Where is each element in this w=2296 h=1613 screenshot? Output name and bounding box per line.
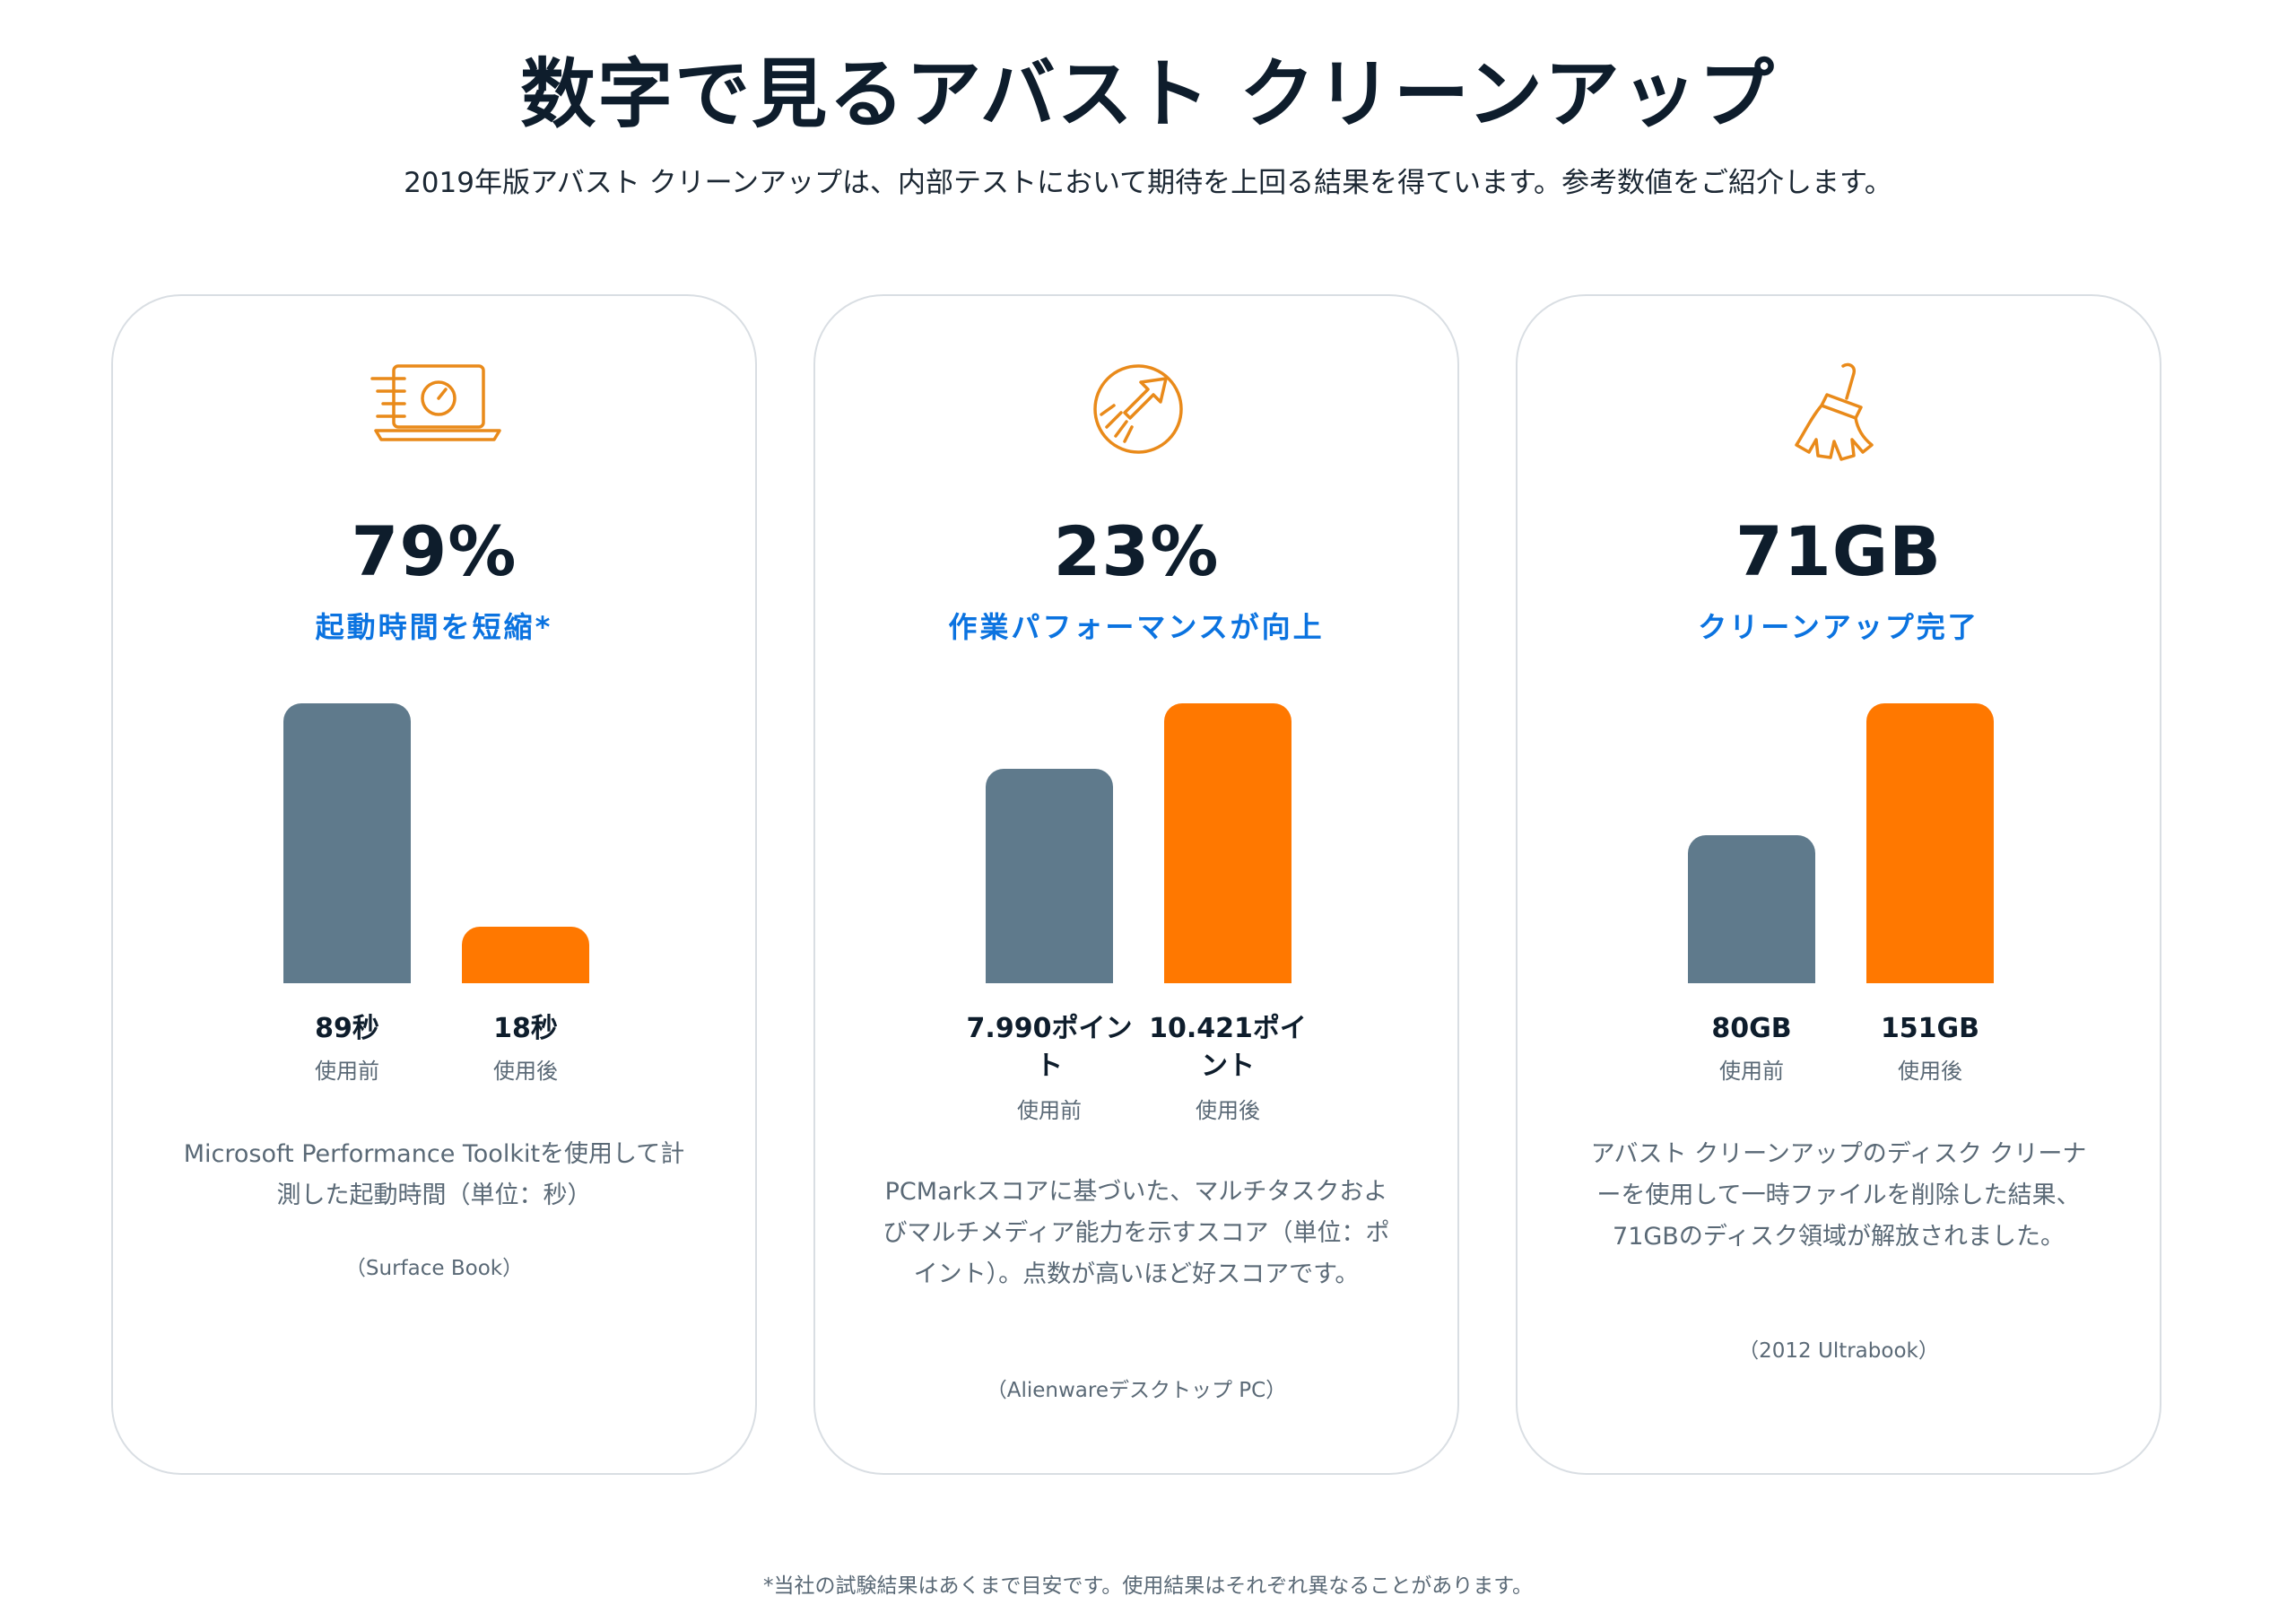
- broom-icon: [1518, 359, 2163, 475]
- test-device: （Surface Book）: [344, 1257, 524, 1280]
- after-caption: 使用後: [1898, 1059, 1962, 1084]
- bar-before: [1688, 835, 1815, 983]
- laptop-speedometer-icon: [113, 359, 759, 475]
- page-subtitle: 2019年版アバスト クリーンアップは、内部テストにおいて期待を上回る結果を得て…: [404, 167, 1892, 199]
- stat-value: 71GB: [1735, 511, 1943, 591]
- card-description: アバスト クリーンアップのディスク クリーナーを使用して一時ファイルを削除した結…: [1590, 1140, 2087, 1251]
- stat-label: クリーンアップ完了: [1698, 610, 1979, 644]
- stat-card-startup: 79% 起動時間を短縮* 89秒 18秒 使用前 使用後 Microsoft P…: [111, 294, 757, 1475]
- before-caption: 使用前: [315, 1059, 379, 1084]
- bar-before: [283, 703, 411, 983]
- after-value: 10.421ポイント: [1149, 1013, 1307, 1082]
- card-description: PCMarkスコアに基づいた、マルチタスクおよびマルチメディア能力を示すスコア（…: [883, 1178, 1390, 1288]
- before-caption: 使用前: [1719, 1059, 1784, 1084]
- before-value: 80GB: [1711, 1013, 1792, 1044]
- stat-label: 作業パフォーマンスが向上: [948, 610, 1325, 644]
- before-value: 7.990ポイント: [966, 1013, 1133, 1082]
- stat-label: 起動時間を短縮*: [315, 610, 553, 644]
- bar-after: [1866, 703, 1994, 983]
- bar-after: [462, 927, 589, 983]
- bar-chart-cleanup: [1518, 296, 2160, 1462]
- after-value: 18秒: [493, 1013, 558, 1044]
- stat-card-cleanup: 71GB クリーンアップ完了 80GB 151GB 使用前 使用後 アバスト ク…: [1516, 294, 2161, 1475]
- bar-chart-startup: [113, 296, 755, 1462]
- stat-value: 79%: [351, 511, 517, 591]
- test-device: （2012 Ultrabook）: [1738, 1339, 1939, 1363]
- bar-chart-performance: [815, 296, 1457, 1462]
- page-title: 数字で見るアバスト クリーンアップ: [520, 50, 1776, 138]
- bar-before: [986, 769, 1113, 983]
- stat-card-performance: 23% 作業パフォーマンスが向上 7.990ポイント 10.421ポイント 使用…: [813, 294, 1459, 1475]
- after-caption: 使用後: [493, 1059, 558, 1084]
- after-caption: 使用後: [1196, 1098, 1260, 1123]
- test-device: （Alienwareデスクトップ PC）: [986, 1379, 1287, 1402]
- bar-after: [1164, 703, 1292, 983]
- card-description: Microsoft Performance Toolkitを使用して計測した起動…: [183, 1140, 685, 1209]
- footnote: *当社の試験結果はあくまで目安です。使用結果はそれぞれ異なることがあります。: [763, 1574, 1533, 1598]
- before-caption: 使用前: [1017, 1098, 1082, 1123]
- stat-value: 23%: [1053, 511, 1220, 591]
- rocket-circle-icon: [815, 359, 1461, 475]
- after-value: 151GB: [1880, 1013, 1980, 1044]
- before-value: 89秒: [315, 1013, 379, 1044]
